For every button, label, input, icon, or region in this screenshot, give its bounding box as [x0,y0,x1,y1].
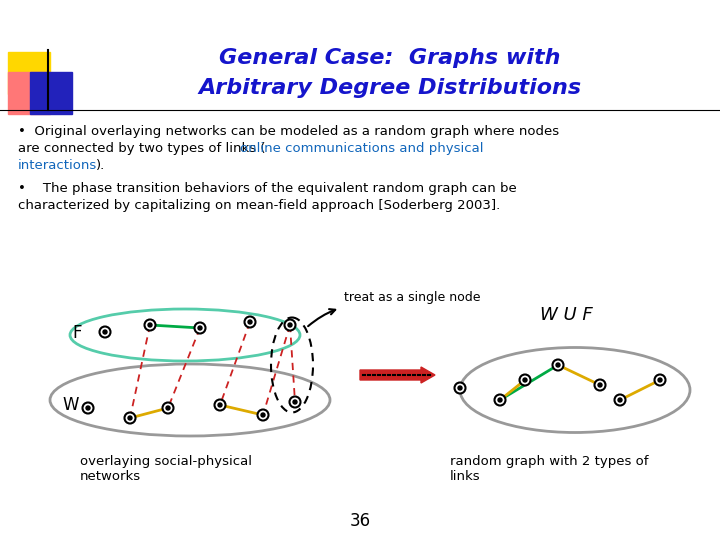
Circle shape [163,402,174,414]
Text: are connected by two types of links (: are connected by two types of links ( [18,142,266,155]
Circle shape [289,396,300,408]
Circle shape [194,322,205,334]
Circle shape [261,413,265,417]
Circle shape [598,383,602,387]
Text: F: F [72,324,81,342]
Circle shape [288,323,292,327]
Circle shape [284,320,295,330]
Circle shape [99,327,110,338]
Circle shape [495,395,505,406]
Circle shape [218,403,222,407]
Circle shape [498,398,502,402]
Circle shape [520,375,531,386]
Circle shape [245,316,256,327]
Circle shape [128,416,132,420]
Circle shape [552,360,564,370]
Text: General Case:  Graphs with: General Case: Graphs with [220,48,561,68]
Circle shape [215,400,225,410]
Circle shape [556,363,560,367]
Circle shape [293,400,297,404]
Text: •  Original overlaying networks can be modeled as a random graph where nodes: • Original overlaying networks can be mo… [18,125,559,138]
Circle shape [614,395,626,406]
Text: online communications and physical: online communications and physical [240,142,484,155]
Text: W: W [62,396,78,414]
Text: ).: ). [96,159,105,172]
Bar [8,72,50,114]
Text: 36: 36 [349,512,371,530]
Circle shape [148,323,152,327]
Circle shape [145,320,156,330]
Circle shape [523,378,527,382]
Circle shape [454,382,466,394]
Bar [30,72,72,114]
Circle shape [658,378,662,382]
Text: overlaying social-physical
networks: overlaying social-physical networks [80,455,252,483]
Text: characterized by capitalizing on mean-field approach [Soderberg 2003].: characterized by capitalizing on mean-fi… [18,199,500,212]
FancyArrow shape [360,367,435,383]
Bar [8,52,50,94]
Circle shape [125,413,135,423]
Circle shape [258,409,269,421]
Text: •    The phase transition behaviors of the equivalent random graph can be: • The phase transition behaviors of the … [18,182,517,195]
Circle shape [83,402,94,414]
Circle shape [458,386,462,390]
Text: interactions: interactions [18,159,97,172]
Text: treat as a single node: treat as a single node [344,291,480,304]
Circle shape [86,406,90,410]
Circle shape [103,330,107,334]
Circle shape [618,398,622,402]
Text: random graph with 2 types of
links: random graph with 2 types of links [450,455,649,483]
Circle shape [654,375,665,386]
Circle shape [248,320,252,324]
Circle shape [166,406,170,410]
Circle shape [595,380,606,390]
Text: W U F: W U F [540,306,593,324]
Text: Arbitrary Degree Distributions: Arbitrary Degree Distributions [199,78,582,98]
Circle shape [198,326,202,330]
